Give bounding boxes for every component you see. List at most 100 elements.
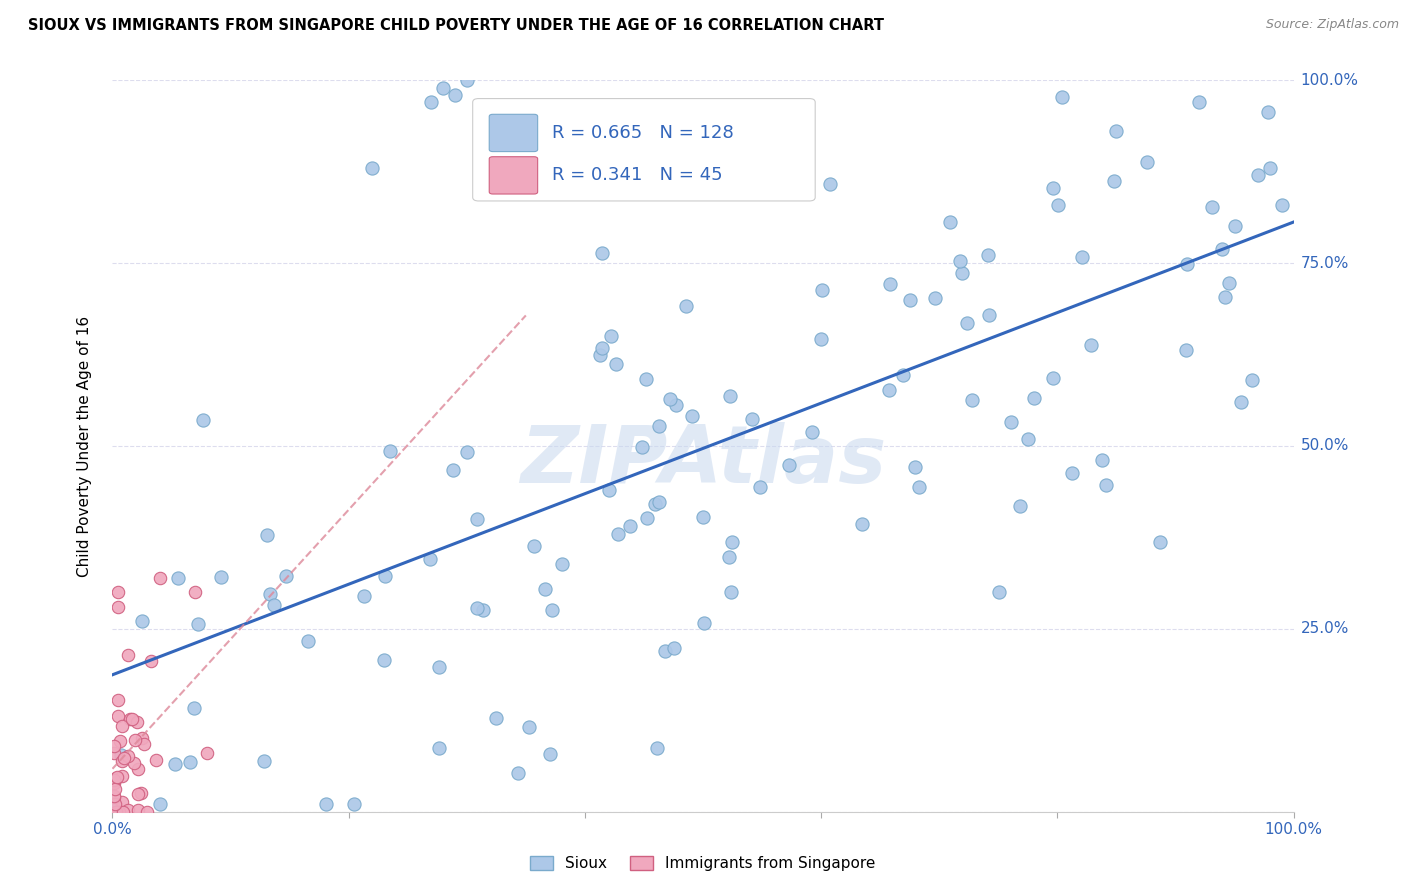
- Point: [374, 569, 396, 583]
- Point: [129, 785, 152, 799]
- Point: [654, 644, 676, 658]
- Point: [104, 797, 127, 812]
- FancyBboxPatch shape: [472, 99, 815, 201]
- Point: [977, 308, 1000, 322]
- Point: [105, 805, 128, 819]
- Point: [718, 389, 741, 403]
- Point: [675, 299, 697, 313]
- Point: [950, 266, 973, 280]
- Text: R = 0.665   N = 128: R = 0.665 N = 128: [551, 124, 734, 142]
- Text: SIOUX VS IMMIGRANTS FROM SINGAPORE CHILD POVERTY UNDER THE AGE OF 16 CORRELATION: SIOUX VS IMMIGRANTS FROM SINGAPORE CHILD…: [28, 18, 884, 33]
- Point: [820, 178, 842, 192]
- Point: [136, 805, 159, 819]
- Point: [962, 392, 984, 407]
- Point: [117, 748, 139, 763]
- Point: [644, 497, 666, 511]
- Point: [167, 571, 190, 585]
- Point: [191, 413, 214, 427]
- Point: [1247, 169, 1270, 183]
- Point: [141, 655, 163, 669]
- Point: [645, 741, 668, 756]
- Point: [343, 797, 366, 812]
- Point: [131, 615, 153, 629]
- Point: [664, 641, 686, 656]
- Point: [456, 445, 478, 459]
- Point: [692, 510, 714, 524]
- Point: [103, 776, 125, 790]
- Point: [259, 587, 281, 601]
- Point: [1175, 343, 1198, 357]
- Point: [1091, 453, 1114, 467]
- Text: Source: ZipAtlas.com: Source: ZipAtlas.com: [1265, 18, 1399, 31]
- Point: [149, 797, 172, 812]
- Point: [636, 372, 658, 386]
- Point: [1213, 290, 1236, 304]
- Point: [107, 585, 129, 599]
- Point: [105, 770, 128, 784]
- Point: [877, 383, 900, 397]
- Point: [263, 598, 285, 612]
- Point: [149, 571, 172, 585]
- Point: [441, 463, 464, 477]
- Point: [465, 512, 488, 526]
- Point: [810, 332, 832, 346]
- Point: [541, 603, 564, 617]
- Point: [1000, 415, 1022, 429]
- Point: [1017, 432, 1039, 446]
- Point: [111, 805, 134, 819]
- Point: [165, 757, 187, 772]
- Legend: Sioux, Immigrants from Singapore: Sioux, Immigrants from Singapore: [524, 850, 882, 877]
- Point: [1149, 535, 1171, 549]
- Point: [361, 161, 384, 175]
- Point: [636, 511, 658, 525]
- Point: [851, 516, 873, 531]
- Point: [297, 634, 319, 648]
- Point: [127, 787, 149, 801]
- Point: [681, 409, 703, 423]
- Point: [1188, 95, 1211, 110]
- Point: [117, 803, 139, 817]
- Point: [420, 95, 443, 110]
- Point: [801, 425, 824, 439]
- Point: [315, 797, 337, 812]
- Point: [605, 357, 627, 371]
- Point: [1223, 219, 1246, 233]
- Text: ZIPAtlas: ZIPAtlas: [520, 422, 886, 500]
- Point: [380, 444, 402, 458]
- Point: [956, 316, 979, 330]
- Point: [898, 293, 921, 307]
- Point: [111, 755, 134, 769]
- Point: [1271, 197, 1294, 211]
- Point: [1046, 198, 1069, 212]
- Point: [276, 569, 298, 583]
- Point: [741, 412, 763, 426]
- Text: 25.0%: 25.0%: [1301, 622, 1348, 636]
- Point: [508, 766, 530, 780]
- Point: [720, 585, 742, 599]
- Point: [108, 805, 131, 819]
- Point: [107, 693, 129, 707]
- Point: [111, 795, 134, 809]
- Point: [187, 617, 209, 632]
- Point: [718, 550, 741, 565]
- Point: [589, 348, 612, 362]
- Point: [112, 751, 135, 765]
- Point: [253, 754, 276, 768]
- Point: [1095, 478, 1118, 492]
- Point: [1136, 155, 1159, 169]
- Point: [107, 805, 129, 819]
- Point: [606, 527, 628, 541]
- Point: [1241, 373, 1264, 387]
- Point: [533, 582, 555, 597]
- Point: [778, 458, 800, 472]
- Point: [598, 483, 620, 498]
- Point: [465, 600, 488, 615]
- Point: [1258, 161, 1281, 175]
- Point: [538, 747, 561, 761]
- Y-axis label: Child Poverty Under the Age of 16: Child Poverty Under the Age of 16: [77, 316, 91, 576]
- Point: [103, 739, 125, 753]
- Point: [418, 552, 440, 566]
- Point: [121, 712, 143, 726]
- Point: [1042, 371, 1064, 385]
- Point: [103, 772, 125, 787]
